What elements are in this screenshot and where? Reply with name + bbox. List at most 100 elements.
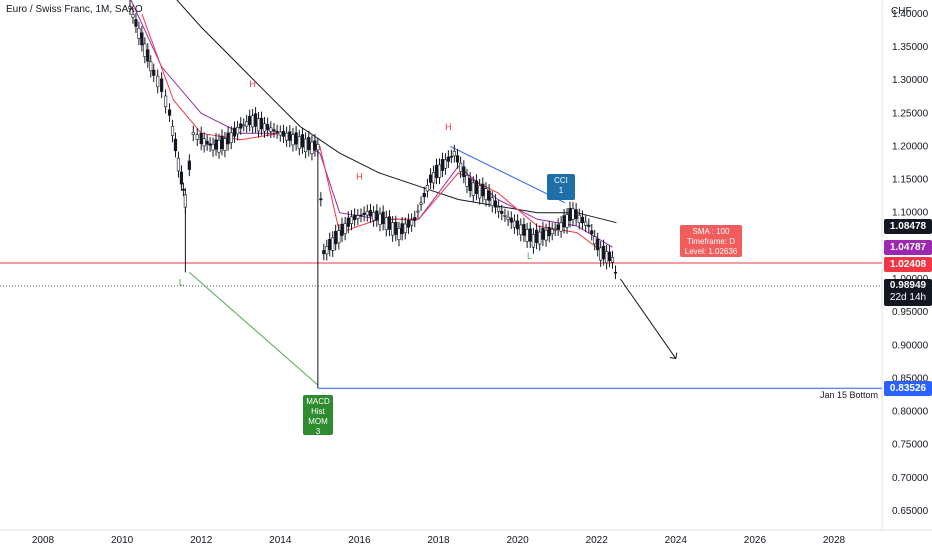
candle-body (343, 223, 347, 234)
candle-body (310, 141, 314, 155)
candle-body (468, 178, 472, 191)
candle-body (437, 164, 442, 178)
candle-body (381, 211, 385, 225)
candle-body (253, 113, 258, 127)
candle-body (291, 134, 295, 146)
candle-body (512, 220, 517, 228)
candle-body (465, 175, 469, 187)
y-tick-label: 0.75000 (892, 440, 929, 451)
candle-body (340, 223, 344, 236)
candle-body (232, 127, 237, 137)
cci-callout[interactable]: CCI 1 (547, 174, 575, 200)
projection-arrow (620, 278, 677, 359)
candle-body (235, 127, 240, 135)
candle-body (223, 138, 227, 151)
candle-body (547, 227, 551, 237)
candle-body (307, 137, 311, 151)
candle-body (478, 185, 482, 199)
macd-callout[interactable]: MACD Hist MOM 3 (303, 395, 333, 436)
candle-body (272, 129, 276, 132)
candle-body (394, 222, 398, 235)
candle-body (245, 121, 249, 127)
x-tick-label: 2012 (190, 535, 213, 546)
candle-body (599, 247, 603, 261)
candle-body (484, 188, 488, 201)
candle-body (571, 208, 575, 220)
candle-body (294, 132, 298, 145)
candle-body (242, 124, 246, 127)
candle-body (152, 69, 156, 76)
currency-unit: CHF (891, 6, 912, 17)
candle-body (220, 135, 224, 150)
candle-body (577, 214, 581, 224)
candle-body (574, 209, 578, 220)
candle-body (170, 126, 175, 136)
candle-body (422, 192, 426, 198)
low-marker: L (527, 251, 532, 261)
candle-body (181, 188, 186, 191)
candle-body (528, 228, 532, 242)
candle-body (266, 124, 270, 131)
candle-body (214, 139, 218, 150)
candle-body (300, 134, 305, 148)
candle-body (519, 224, 523, 235)
candle-body (259, 117, 264, 130)
candle-body (353, 214, 357, 221)
y-tick-label: 0.65000 (892, 506, 929, 517)
candle-body (167, 109, 172, 116)
candle-body (452, 151, 456, 157)
x-tick-label: 2016 (348, 535, 371, 546)
candle-body (400, 223, 404, 235)
candle-body (378, 213, 382, 225)
candle-body (568, 207, 572, 221)
candle-body (410, 219, 414, 226)
candle-body (328, 238, 332, 251)
candle-body (403, 223, 407, 234)
x-tick-label: 2014 (269, 535, 292, 546)
y-tick-label: 1.10000 (892, 208, 929, 219)
candle-body (559, 222, 563, 232)
candle-body (278, 131, 282, 136)
candle-body (534, 229, 539, 243)
y-tick-label: 0.95000 (892, 307, 929, 318)
candle-body (500, 211, 504, 214)
candle-body (229, 132, 233, 143)
candle-body (251, 115, 255, 128)
candle-body (356, 215, 360, 219)
candle-body (375, 210, 379, 221)
candle-body (431, 171, 436, 184)
candle-body (176, 157, 181, 172)
candle-body (140, 32, 144, 46)
candle-body (199, 132, 203, 145)
candle-body (179, 171, 184, 185)
head-marker: H (356, 172, 363, 182)
candle-body (434, 164, 439, 178)
candle-body (474, 180, 479, 194)
trend-line-green (189, 271, 319, 386)
x-tick-label: 2020 (506, 535, 529, 546)
candle-body (256, 118, 261, 132)
candle-body (602, 245, 606, 260)
candle-body (509, 217, 513, 223)
candle-body (362, 212, 366, 215)
candle-body (143, 43, 147, 57)
candle-body (288, 131, 292, 141)
x-tick-label: 2022 (586, 535, 609, 546)
projection-arrowhead (669, 352, 678, 360)
candle-body (565, 214, 569, 228)
candle-body (419, 202, 423, 205)
y-tick-label: 0.80000 (892, 407, 929, 418)
candle-body (596, 239, 600, 251)
candle-body (610, 257, 615, 263)
candle-body (522, 224, 526, 236)
head-marker: H (445, 122, 452, 132)
chart-title: Euro / Swiss Franc, 1M, SAXO (6, 4, 143, 15)
sma-callout[interactable]: SMA : 100 Timeframe: D Level: 1.02636 (680, 225, 742, 257)
candle-body (387, 216, 392, 230)
candle-body (334, 231, 338, 245)
candle-body (459, 162, 463, 172)
candle-body (205, 140, 209, 145)
x-tick-label: 2010 (111, 535, 134, 546)
candle-body (493, 200, 498, 208)
